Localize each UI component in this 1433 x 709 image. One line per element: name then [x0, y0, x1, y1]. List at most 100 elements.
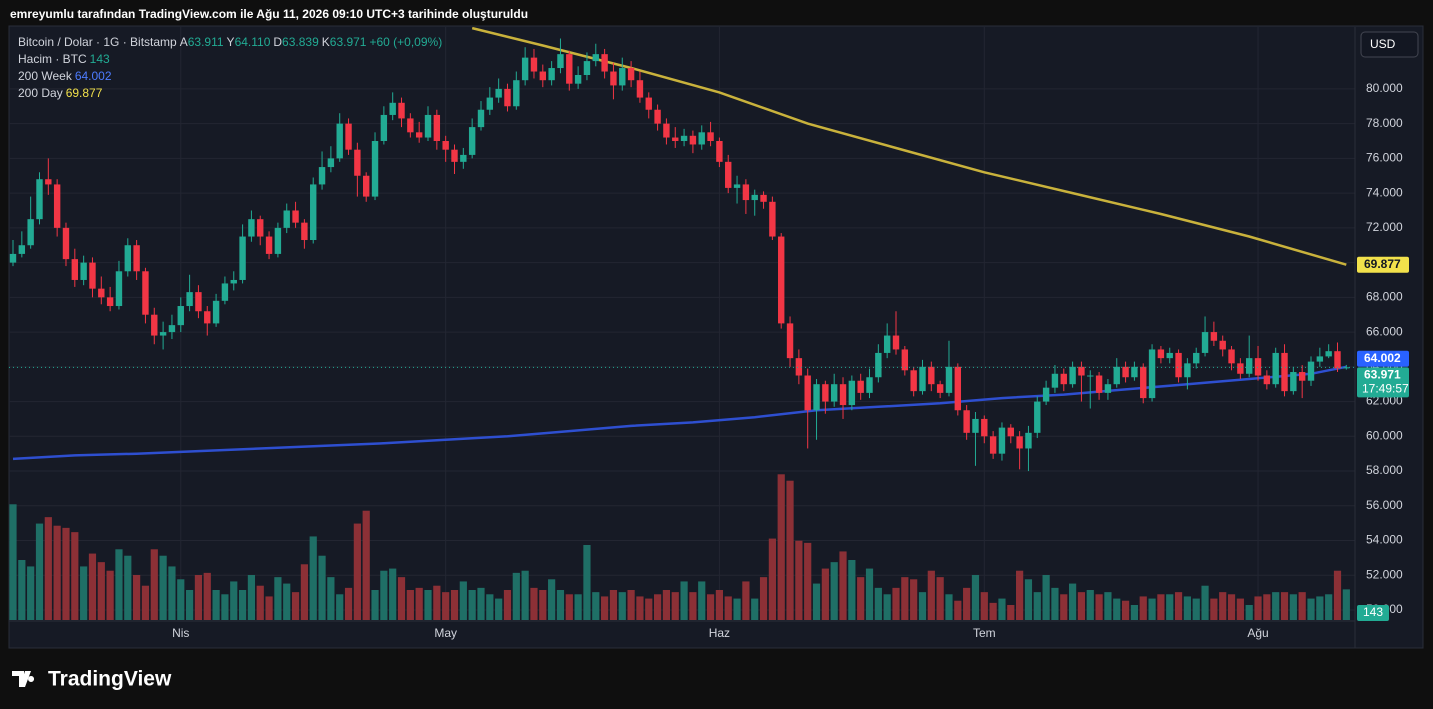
volume-bar: [27, 566, 35, 620]
candle-body: [742, 184, 750, 201]
ohlc-key: Y: [226, 35, 235, 49]
candle-body: [371, 141, 379, 197]
candle-body: [813, 384, 820, 411]
candle-body: [327, 158, 335, 168]
y-tick-label: 52.000: [1366, 567, 1403, 581]
volume-bar: [1280, 592, 1289, 620]
candle-body: [389, 102, 396, 115]
volume-bar: [1121, 600, 1130, 620]
candle-body: [1307, 361, 1315, 381]
legend-name: 200 Week: [18, 69, 72, 83]
volume-bar: [1166, 594, 1174, 620]
candle-body: [204, 311, 211, 324]
currency-button[interactable]: [1360, 31, 1419, 58]
price-label-box: [1357, 350, 1409, 367]
currency[interactable]: USD: [1370, 37, 1396, 51]
volume-bar: [618, 592, 626, 620]
legend-row: Hacim · BTC 143: [18, 51, 445, 68]
volume-bar: [1139, 596, 1147, 620]
volume-bar: [1210, 598, 1218, 620]
candle-body: [1272, 352, 1279, 385]
volume-bar: [256, 585, 264, 620]
candle-body: [460, 154, 467, 162]
volume-bar: [1174, 592, 1183, 620]
volume-bar: [689, 592, 697, 620]
volume-bar: [539, 590, 547, 620]
volume-bar: [300, 564, 308, 620]
volume-bar: [203, 572, 211, 620]
candle-body: [883, 335, 891, 353]
candle-body: [1343, 367, 1350, 369]
volume-bar: [44, 517, 52, 620]
candle-body: [468, 127, 476, 155]
legend-row: Bitcoin / Dolar · 1G · Bitstamp A63.911 Y6…: [18, 34, 445, 51]
candle-body: [795, 358, 803, 376]
volume-bar: [503, 590, 512, 620]
volume-bar: [1263, 594, 1271, 620]
candle-body: [1016, 436, 1023, 449]
volume-bar: [848, 560, 856, 620]
candle-body: [574, 74, 582, 84]
volume-bar: [892, 587, 900, 620]
volume-bar: [742, 581, 750, 620]
volume-bar: [989, 602, 997, 620]
candle-body: [963, 410, 970, 433]
candle-body: [654, 109, 661, 124]
volume-bar: [1104, 592, 1112, 620]
candle-body: [363, 175, 370, 197]
volume-bar: [901, 577, 909, 620]
volume-label-box: [1357, 605, 1389, 621]
candle-body: [778, 236, 785, 324]
candle-body: [857, 380, 864, 393]
price-label: 69.877: [1364, 257, 1401, 271]
candle-body: [98, 288, 105, 298]
volume-bar: [1325, 594, 1333, 620]
candle-body: [80, 262, 87, 280]
volume-bar: [1157, 594, 1165, 620]
volume-bar: [865, 568, 874, 620]
price-label-box: [1357, 367, 1409, 398]
candle-body: [1140, 366, 1147, 399]
volume-bar: [1033, 592, 1041, 620]
volume-bar: [512, 572, 520, 620]
candle-body: [919, 366, 926, 392]
volume-bar: [150, 549, 158, 620]
candle-body: [707, 132, 714, 142]
ohlc-key: A: [179, 35, 188, 49]
y-tick-label: 58.000: [1366, 463, 1403, 477]
candle-body: [380, 114, 388, 142]
volume-bar: [194, 575, 203, 620]
candle-body: [424, 114, 432, 138]
candle-body: [1334, 351, 1341, 369]
candle-body: [1201, 332, 1209, 353]
y-tick-label: 72.000: [1366, 220, 1403, 234]
candle-body: [45, 179, 52, 185]
candle-body: [1298, 372, 1306, 381]
header-title: emreyumlu tarafından TradingView.com ile…: [10, 7, 528, 21]
candle-body: [1325, 351, 1332, 357]
volume-bar: [1113, 598, 1121, 620]
volume-bar: [97, 562, 105, 620]
volume-bar: [1201, 585, 1209, 620]
volume-bar: [645, 598, 653, 620]
volume-bar: [874, 587, 882, 620]
x-tick-label: May: [434, 626, 457, 640]
legend-row: 200 Week 64.002: [18, 68, 445, 85]
volume-bar: [291, 592, 300, 620]
candle-body: [716, 141, 723, 162]
volume-bar: [980, 592, 988, 620]
candle-body: [1316, 356, 1324, 362]
candle-body: [1025, 432, 1032, 449]
volume-bar: [698, 581, 706, 620]
volume-bar: [927, 570, 935, 620]
candle-body: [698, 132, 705, 145]
volume-label: 143: [1363, 605, 1383, 619]
candle-body: [274, 227, 282, 254]
volume-bar: [583, 545, 591, 620]
candle-body: [627, 68, 635, 81]
volume-bar: [786, 480, 794, 620]
candle-body: [521, 57, 529, 81]
candle-body: [124, 245, 131, 272]
legend: Bitcoin / Dolar · 1G · Bitstamp A63.911 Y6…: [18, 34, 445, 102]
